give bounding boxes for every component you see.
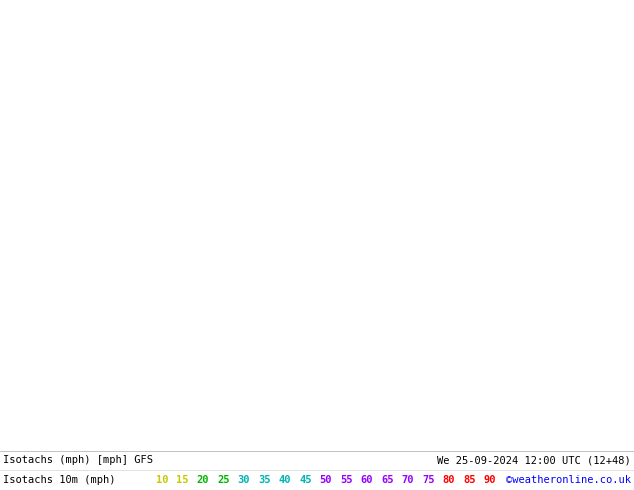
Text: 50: 50 [320, 475, 332, 485]
Text: 20: 20 [197, 475, 209, 485]
Text: We 25-09-2024 12:00 UTC (12+48): We 25-09-2024 12:00 UTC (12+48) [437, 455, 631, 465]
Text: 80: 80 [443, 475, 455, 485]
Text: 45: 45 [299, 475, 312, 485]
Text: Isotachs 10m (mph): Isotachs 10m (mph) [3, 475, 115, 485]
Text: 30: 30 [238, 475, 250, 485]
Text: 55: 55 [340, 475, 353, 485]
Text: Isotachs (mph) [mph] GFS: Isotachs (mph) [mph] GFS [3, 455, 153, 465]
Text: 25: 25 [217, 475, 230, 485]
Text: 15: 15 [176, 475, 189, 485]
Text: 10: 10 [156, 475, 168, 485]
Text: 60: 60 [361, 475, 373, 485]
Text: ©weatheronline.co.uk: ©weatheronline.co.uk [506, 475, 631, 485]
Text: 35: 35 [258, 475, 271, 485]
Text: 90: 90 [484, 475, 496, 485]
Text: 65: 65 [381, 475, 394, 485]
Text: 85: 85 [463, 475, 476, 485]
Text: 40: 40 [279, 475, 291, 485]
Text: 75: 75 [422, 475, 435, 485]
Text: 70: 70 [402, 475, 414, 485]
